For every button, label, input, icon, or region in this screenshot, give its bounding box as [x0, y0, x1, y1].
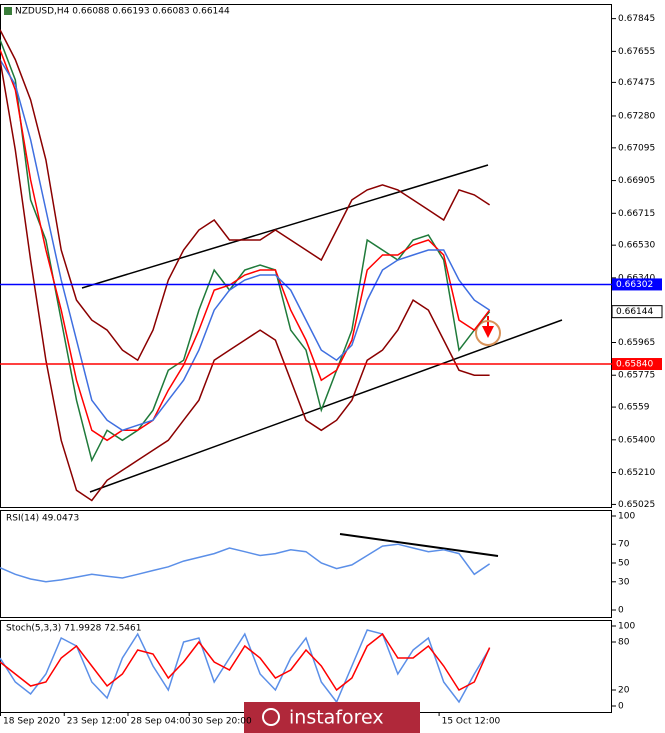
series-line: [0, 59, 490, 502]
level-label-box: [612, 358, 662, 371]
y-tick-label: 0.67280: [618, 111, 655, 121]
y-tick-label: 0: [618, 702, 624, 712]
current-price-label: 0.66144: [616, 307, 653, 317]
series-line: [0, 49, 491, 442]
channel-lower: [89, 319, 563, 493]
y-tick-label: 0.65775: [618, 371, 655, 381]
y-tick-label: 0.67475: [618, 78, 655, 88]
y-tick-label: 0.65025: [618, 500, 655, 510]
y-tick-label: 0: [618, 606, 624, 616]
y-tick-label: 0.66530: [618, 241, 655, 251]
divergence-line: [339, 533, 499, 557]
current-price-box: [611, 305, 663, 319]
y-tick-label: 0.66715: [618, 209, 655, 219]
y-tick-label: 70: [618, 540, 630, 550]
x-tick-label: 28 Sep 04:00: [131, 717, 191, 727]
y-tick-label: 20: [618, 686, 630, 696]
series-line: [0, 29, 491, 362]
series-line: [0, 39, 491, 463]
arrow-head: [482, 326, 494, 338]
level-label: 0.65840: [616, 360, 653, 370]
y-tick-label: 0.66905: [618, 176, 655, 186]
y-tick-label: 50: [618, 559, 630, 569]
y-tick-label: 30: [618, 577, 630, 587]
series-line: [0, 632, 491, 692]
y-tick-label: 0.67655: [618, 47, 655, 57]
series-line: [0, 59, 491, 432]
level-label: 0.66302: [616, 280, 653, 290]
stoch-title: Stoch(5,3,3) 71.9928 72.5461: [6, 624, 141, 634]
level-label-box: [612, 278, 662, 291]
rsi-title: RSI(14) 49.0473: [6, 514, 79, 524]
y-tick-label: 80: [618, 638, 630, 648]
y-tick-label: 0.65400: [618, 435, 655, 445]
series-line: [0, 543, 491, 583]
y-tick-label: 100: [618, 512, 635, 522]
chart-title: NZDUSD,H4 0.66088 0.66193 0.66083 0.6614…: [15, 7, 230, 17]
y-tick-label: 0.67095: [618, 143, 655, 153]
watermark: instaforex: [289, 707, 384, 729]
watermark-box: [244, 702, 420, 733]
x-tick-label: 23 Sep 12:00: [67, 717, 127, 727]
y-tick-label: 0.6559: [618, 403, 650, 413]
y-tick-label: 0.66340: [618, 273, 655, 283]
target-circle: [475, 320, 501, 346]
rsi-panel-frame: [0, 510, 612, 618]
channel-upper: [81, 164, 489, 289]
symbol-icon: [4, 7, 12, 15]
x-tick-label: 18 Sep 2020: [3, 717, 60, 727]
y-tick-label: 0.67845: [618, 14, 655, 24]
x-tick-label: 15 Oct 12:00: [442, 717, 501, 727]
watermark-logo: [262, 708, 280, 726]
y-tick-label: 100: [618, 622, 635, 632]
y-tick-label: 0.65965: [618, 338, 655, 348]
x-tick-label: 30 Sep 20:00: [192, 717, 252, 727]
main-panel-frame: [0, 4, 612, 508]
y-tick-label: 0.65210: [618, 468, 655, 478]
